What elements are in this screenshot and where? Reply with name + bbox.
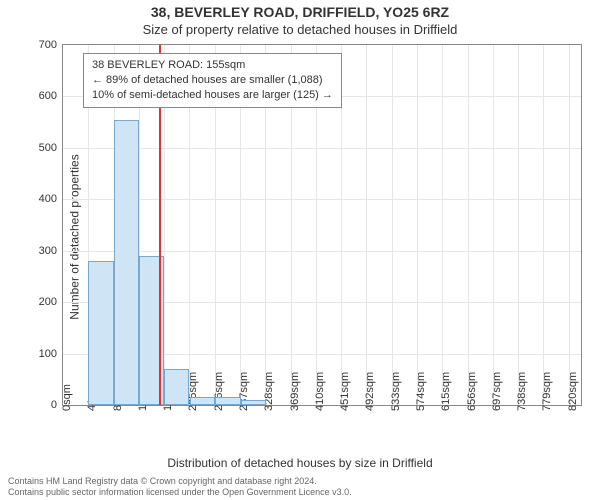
annotation-line: ← 89% of detached houses are smaller (1,… (92, 73, 333, 88)
y-tick-label: 700 (39, 39, 57, 51)
x-tick-label: 492sqm (364, 372, 376, 411)
footer-line-2: Contains public sector information licen… (8, 487, 352, 498)
grid-line-v (569, 45, 570, 405)
grid-line-v (543, 45, 544, 405)
annotation-line: 10% of semi-detached houses are larger (… (92, 88, 333, 103)
x-tick-label: 0sqm (61, 384, 73, 411)
y-tick-label: 600 (39, 90, 57, 102)
annotation-line: 38 BEVERLEY ROAD: 155sqm (92, 58, 333, 73)
x-tick-label: 246sqm (213, 372, 225, 411)
x-tick-label: 328sqm (263, 372, 275, 411)
x-tick-label: 533sqm (390, 372, 402, 411)
x-axis-label: Distribution of detached houses by size … (0, 456, 600, 470)
histogram-bar (164, 369, 189, 405)
x-tick-label: 820sqm (567, 372, 579, 411)
x-tick-label: 574sqm (415, 372, 427, 411)
footer-line-1: Contains HM Land Registry data © Crown c… (8, 476, 352, 487)
grid-line-v (417, 45, 418, 405)
y-tick-label: 400 (39, 193, 57, 205)
histogram-bar (190, 397, 215, 405)
x-tick-label: 451sqm (339, 372, 351, 411)
histogram-bar (215, 397, 240, 405)
grid-line-v (392, 45, 393, 405)
histogram-bar (241, 400, 266, 405)
x-tick-label: 697sqm (491, 372, 503, 411)
y-tick-label: 0 (51, 399, 57, 411)
y-tick-label: 500 (39, 142, 57, 154)
chart-subtitle: Size of property relative to detached ho… (0, 22, 600, 37)
y-tick-label: 300 (39, 245, 57, 257)
footer-attribution: Contains HM Land Registry data © Crown c… (8, 476, 352, 499)
grid-line-h (63, 148, 581, 149)
x-tick-label: 410sqm (314, 372, 326, 411)
y-tick-label: 200 (39, 296, 57, 308)
grid-line-v (518, 45, 519, 405)
grid-line-h (63, 199, 581, 200)
histogram-bar (88, 261, 113, 405)
chart-plot-area: 01002003004005006007000sqm41sqm82sqm123s… (62, 44, 582, 406)
histogram-bar (114, 120, 139, 405)
grid-line-v (493, 45, 494, 405)
grid-line-v (442, 45, 443, 405)
x-tick-label: 369sqm (289, 372, 301, 411)
x-tick-label: 656sqm (466, 372, 478, 411)
x-tick-label: 779sqm (541, 372, 553, 411)
x-tick-label: 738sqm (516, 372, 528, 411)
page-title: 38, BEVERLEY ROAD, DRIFFIELD, YO25 6RZ (0, 4, 600, 20)
x-tick-label: 615sqm (440, 372, 452, 411)
y-tick-label: 100 (39, 348, 57, 360)
grid-line-v (366, 45, 367, 405)
grid-line-h (63, 251, 581, 252)
x-tick-label: 287sqm (238, 372, 250, 411)
grid-line-v (468, 45, 469, 405)
annotation-box: 38 BEVERLEY ROAD: 155sqm← 89% of detache… (83, 53, 342, 108)
